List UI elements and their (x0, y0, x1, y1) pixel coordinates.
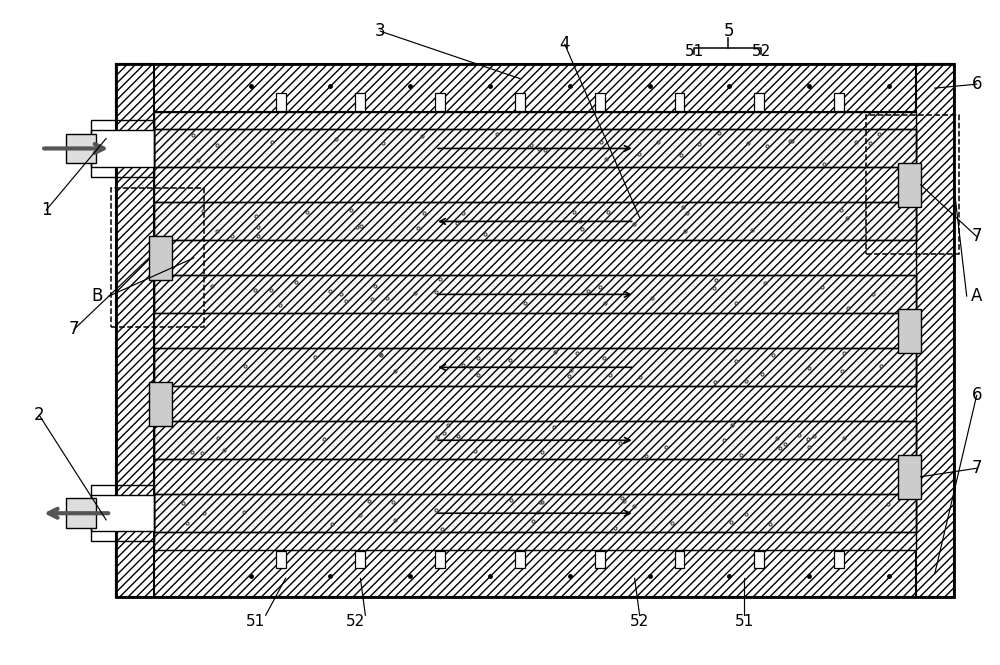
Bar (154, 202, 916, 240)
Bar (754, 551, 764, 569)
Bar (898, 454, 921, 499)
Text: 52: 52 (630, 614, 649, 629)
Bar (595, 551, 605, 569)
Bar (834, 551, 844, 569)
Text: B: B (91, 287, 103, 305)
Bar (435, 551, 445, 569)
Text: A: A (971, 287, 982, 305)
Bar (834, 94, 844, 110)
Text: 52: 52 (346, 614, 365, 629)
Text: 51: 51 (246, 614, 265, 629)
Text: 51: 51 (685, 43, 704, 59)
Bar (276, 94, 286, 110)
Bar (154, 348, 916, 386)
Text: 3: 3 (375, 22, 386, 40)
Bar (435, 94, 445, 110)
Bar (116, 65, 954, 112)
Bar (154, 494, 916, 532)
Text: 5: 5 (724, 22, 735, 40)
Text: 51: 51 (735, 614, 754, 629)
Bar (355, 551, 365, 569)
Text: 52: 52 (752, 43, 771, 59)
Bar (515, 551, 525, 569)
Text: 7: 7 (971, 227, 982, 245)
Bar (675, 551, 684, 569)
Bar (154, 112, 916, 550)
Bar (116, 550, 954, 597)
Bar (276, 551, 286, 569)
Bar (116, 65, 954, 597)
Bar (154, 494, 916, 532)
Bar (149, 382, 172, 426)
Bar (898, 309, 921, 353)
Bar (595, 94, 605, 110)
Text: 6: 6 (971, 75, 982, 93)
Bar (91, 495, 154, 531)
Text: 1: 1 (41, 201, 52, 219)
Text: 6: 6 (971, 386, 982, 404)
Bar (91, 485, 154, 541)
Bar (515, 94, 525, 110)
Bar (91, 120, 154, 177)
Bar (916, 65, 954, 597)
Bar (355, 94, 365, 110)
Bar (66, 498, 96, 528)
Bar (154, 275, 916, 313)
Bar (675, 94, 684, 110)
Bar (154, 130, 916, 168)
Bar (154, 130, 916, 168)
Text: 4: 4 (560, 35, 570, 53)
Text: 7: 7 (971, 460, 982, 477)
Text: 7: 7 (69, 320, 79, 338)
Bar (898, 163, 921, 207)
Bar (149, 235, 172, 280)
Bar (111, 188, 204, 327)
Bar (154, 422, 916, 460)
Bar (66, 134, 96, 164)
Bar (154, 348, 916, 386)
Text: 2: 2 (34, 406, 45, 424)
Bar (116, 65, 154, 597)
Bar (154, 422, 916, 460)
Bar (754, 94, 764, 110)
Bar (91, 130, 154, 167)
Bar (866, 116, 959, 255)
Bar (154, 202, 916, 240)
Bar (154, 275, 916, 313)
